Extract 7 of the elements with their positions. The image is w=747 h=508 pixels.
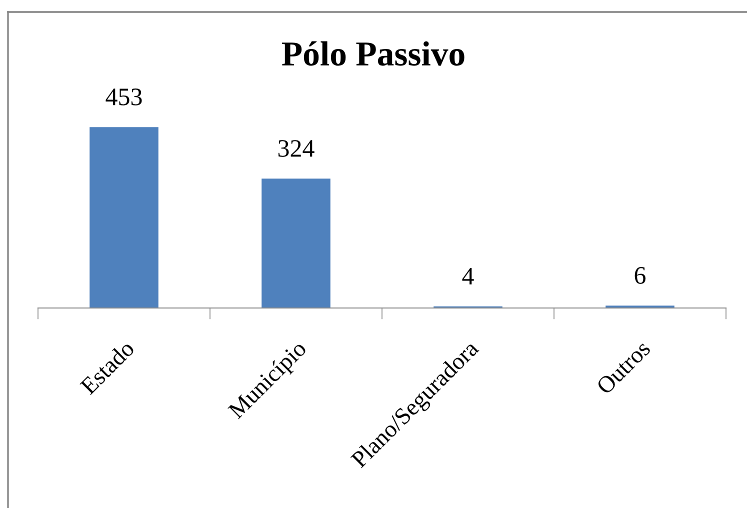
data-label: 453 [106, 88, 142, 106]
data-label: 6 [634, 267, 646, 284]
bar [90, 127, 158, 308]
bar [262, 178, 330, 308]
data-label: 324 [278, 140, 314, 157]
chart-title: Pólo Passivo [282, 41, 464, 66]
data-label: 4 [462, 268, 474, 284]
